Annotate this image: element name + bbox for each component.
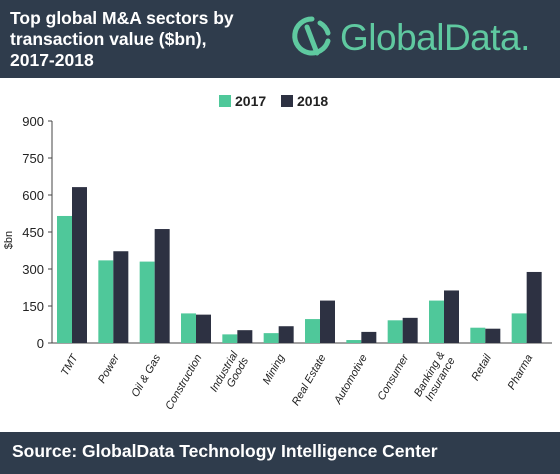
x-tick-label: Power <box>96 351 123 385</box>
bar-2018-6 <box>320 300 335 343</box>
y-tick-label: 900 <box>22 114 44 129</box>
bar-2018-11 <box>526 271 542 343</box>
x-tick-label: Real Estate <box>290 353 329 408</box>
x-tick-label: IndustrialGoods <box>208 349 251 400</box>
bar-2018-3 <box>196 314 211 343</box>
bar-2017-0 <box>57 215 72 343</box>
x-tick-label-line: Real Estate <box>290 353 329 408</box>
bar-2018-5 <box>278 326 294 343</box>
bar-2018-1 <box>113 251 129 343</box>
x-tick-label: Automotive <box>332 353 370 408</box>
globaldata-logo: GlobalData. <box>290 13 552 67</box>
bar-2017-7 <box>346 340 362 343</box>
y-axis-label: $bn <box>3 231 15 249</box>
footer: Source: GlobalData Technology Intelligen… <box>0 432 560 474</box>
x-tick-label-line: Construction <box>163 353 204 412</box>
bar-2017-4 <box>222 334 238 343</box>
x-tick-label: Consumer <box>375 351 411 402</box>
chart-title: Top global M&A sectors by transaction va… <box>10 8 300 71</box>
x-tick-label: Retail <box>469 352 494 383</box>
logo-wordmark: GlobalData. <box>340 17 530 58</box>
bar-chart: 2017 2018 0 150 300 450 600 750 900 $bn TMT Power Oi… <box>3 93 552 412</box>
bar-2017-5 <box>263 333 279 343</box>
x-tick-label-line: TMT <box>59 351 81 378</box>
x-tick-label: TMT <box>59 351 81 378</box>
bar-2017-11 <box>511 313 527 343</box>
title-line-3: 2017-2018 <box>10 50 94 70</box>
x-tick-label-line: Power <box>96 351 123 385</box>
x-tick-label: Banking &Insurance <box>412 350 458 405</box>
x-tick-label-line: Retail <box>469 352 494 383</box>
legend-label-2017: 2017 <box>235 93 266 109</box>
bar-2018-8 <box>402 317 418 343</box>
y-tick-label: 750 <box>22 151 44 166</box>
legend-label-2018: 2018 <box>297 93 328 109</box>
title-line-1: Top global M&A sectors by <box>10 8 234 28</box>
x-tick-label: Oil & Gas <box>129 352 163 399</box>
bar-2017-8 <box>387 320 403 343</box>
title-line-2: transaction value ($bn), <box>10 29 207 49</box>
bar-2017-9 <box>429 300 444 343</box>
legend-swatch-2018 <box>281 95 293 107</box>
x-tick-label: Pharma <box>506 353 536 392</box>
bar-2017-10 <box>470 327 486 343</box>
bar-2018-0 <box>72 187 87 343</box>
x-tick-label-line: Automotive <box>332 353 370 408</box>
bar-2017-1 <box>98 260 114 343</box>
y-tick-label: 0 <box>37 336 44 351</box>
bar-2018-10 <box>485 328 501 343</box>
bar-2018-7 <box>361 331 377 343</box>
legend-swatch-2017 <box>219 95 231 107</box>
bar-2018-9 <box>444 290 459 343</box>
bar-2018-2 <box>154 229 170 343</box>
bar-2017-6 <box>305 319 320 343</box>
x-tick-label: Mining <box>261 352 288 387</box>
bar-2017-2 <box>139 261 155 343</box>
header: Top global M&A sectors by transaction va… <box>0 0 560 78</box>
chart-area: 2017 2018 0 150 300 450 600 750 900 $bn TMT Power Oi… <box>0 78 560 432</box>
x-tick-label-line: Oil & Gas <box>129 352 163 399</box>
source-note: Source: GlobalData Technology Intelligen… <box>12 441 438 461</box>
x-tick-label: Construction <box>163 353 204 412</box>
y-tick-label: 600 <box>22 188 44 203</box>
y-tick-label: 150 <box>22 299 44 314</box>
x-tick-label-line: Pharma <box>506 353 536 392</box>
bar-2018-4 <box>237 330 253 343</box>
x-tick-label-line: Mining <box>261 352 288 387</box>
globaldata-logo-icon <box>292 16 331 56</box>
x-tick-label-line: Consumer <box>375 351 411 402</box>
y-tick-label: 450 <box>22 225 44 240</box>
y-tick-label: 300 <box>22 262 44 277</box>
bar-2017-3 <box>181 313 196 343</box>
